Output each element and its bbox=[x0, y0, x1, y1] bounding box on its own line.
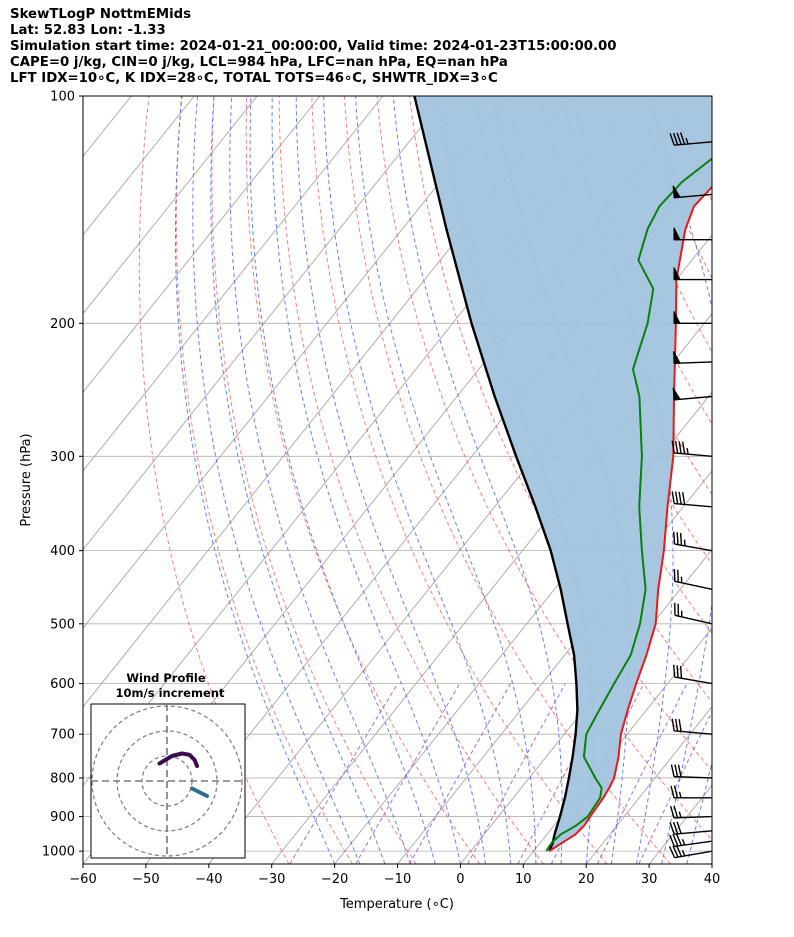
mixing-ratio-line bbox=[289, 683, 399, 864]
index-params-text: LFT IDX=10∘C, K IDX=28∘C, TOTAL TOTS=46∘… bbox=[10, 71, 498, 86]
wind-barb bbox=[671, 440, 713, 457]
wind-barb bbox=[668, 844, 713, 859]
moist-adiabat-line bbox=[249, 96, 436, 864]
wind-barb bbox=[671, 718, 713, 735]
y-tick-label: 800 bbox=[50, 771, 75, 786]
y-axis-label: Pressure (hPa) bbox=[19, 433, 34, 526]
wind-barb bbox=[673, 227, 712, 241]
isotherm-line bbox=[83, 96, 321, 393]
wind-barb bbox=[669, 805, 713, 819]
time-text: Simulation start time: 2024-01-21_00:00:… bbox=[10, 39, 617, 54]
y-tick-label: 700 bbox=[50, 728, 75, 743]
y-tick-label: 200 bbox=[50, 317, 75, 332]
moist-adiabat-line bbox=[392, 96, 563, 864]
dry-adiabat-line bbox=[311, 96, 608, 864]
dry-adiabat-line bbox=[138, 96, 290, 864]
mixing-ratio-line bbox=[638, 710, 712, 864]
x-tick-label: −40 bbox=[195, 872, 222, 887]
isotherm-line bbox=[83, 96, 384, 472]
y-tick-label: 500 bbox=[50, 617, 75, 632]
isotherm-line bbox=[208, 234, 712, 864]
wind-barb bbox=[669, 833, 713, 848]
convective-params-text: CAPE=0 j/kg, CIN=0 j/kg, LCL=984 hPa, LF… bbox=[10, 55, 508, 70]
dry-adiabat-line bbox=[278, 96, 544, 864]
wind-barb bbox=[669, 132, 713, 146]
dry-adiabat-line bbox=[343, 96, 671, 864]
moist-adiabat-line bbox=[271, 96, 461, 864]
x-tick-label: 40 bbox=[704, 872, 721, 887]
x-tick-label: 20 bbox=[578, 872, 595, 887]
wind-barb bbox=[672, 387, 713, 401]
isotherm-line bbox=[460, 548, 712, 864]
x-axis-label: Temperature (∘C) bbox=[339, 897, 454, 912]
isotherm-line bbox=[585, 706, 712, 864]
isotherm-line bbox=[83, 96, 258, 315]
wind-barb bbox=[671, 491, 713, 508]
dry-adiabat-line bbox=[735, 96, 794, 864]
mixing-ratio-line bbox=[517, 683, 613, 864]
dry-adiabat-line bbox=[211, 96, 417, 864]
x-tick-label: 10 bbox=[515, 872, 532, 887]
mixing-ratio-line bbox=[355, 683, 461, 864]
x-tick-label: −10 bbox=[384, 872, 411, 887]
wind-barb bbox=[673, 664, 713, 685]
dry-adiabat-line bbox=[245, 96, 481, 864]
isotherm-line bbox=[83, 96, 447, 551]
mixing-ratio-line bbox=[596, 683, 688, 864]
cin-cape-shading bbox=[414, 96, 712, 852]
x-tick-label: −20 bbox=[321, 872, 348, 887]
y-tick-label: 100 bbox=[50, 90, 75, 105]
x-tick-label: −60 bbox=[69, 872, 96, 887]
moist-adiabat-line bbox=[711, 862, 712, 864]
x-tick-label: −50 bbox=[132, 872, 159, 887]
x-tick-label: 30 bbox=[641, 872, 658, 887]
hodograph-trace bbox=[157, 751, 199, 768]
y-tick-label: 600 bbox=[50, 677, 75, 692]
wind-barb bbox=[674, 602, 713, 625]
x-tick-label: 0 bbox=[456, 872, 464, 887]
chart-title: SkewTLogP NottmEMids bbox=[10, 7, 192, 22]
dry-adiabat-line bbox=[175, 96, 353, 864]
mixing-ratio-line bbox=[467, 683, 566, 864]
wind-barb bbox=[670, 785, 712, 799]
moist-adiabat-line bbox=[229, 96, 411, 864]
isotherm-line bbox=[397, 470, 712, 864]
wind-barb bbox=[673, 568, 713, 590]
chart-header: SkewTLogP NottmEMids Lat: 52.83 Lon: -1.… bbox=[10, 7, 617, 87]
y-tick-label: 400 bbox=[50, 544, 75, 559]
hodograph-trace bbox=[190, 786, 209, 798]
y-tick-label: 300 bbox=[50, 450, 75, 465]
dewpoint-profile-line bbox=[545, 157, 712, 852]
y-tick-label: 900 bbox=[50, 810, 75, 825]
wind-barb bbox=[670, 764, 713, 779]
parcel-profile-line bbox=[413, 96, 579, 852]
moist-adiabat-line bbox=[295, 96, 487, 864]
wind-barb bbox=[673, 351, 713, 364]
location-text: Lat: 52.83 Lon: -1.33 bbox=[10, 23, 166, 38]
wind-barb bbox=[673, 267, 712, 281]
moist-adiabat-line bbox=[210, 96, 386, 864]
inset-subtitle: 10m/s increment bbox=[116, 686, 225, 700]
wind-barb bbox=[673, 531, 713, 552]
dry-adiabat-line bbox=[702, 96, 712, 122]
wind-barb bbox=[672, 185, 713, 199]
wind-barb bbox=[669, 821, 713, 835]
dry-adiabat-line bbox=[768, 96, 794, 864]
isotherm-line bbox=[83, 96, 195, 236]
isotherm-line bbox=[775, 96, 794, 864]
inset-title: Wind Profile bbox=[126, 671, 206, 685]
moist-adiabat-line bbox=[175, 96, 336, 864]
wind-barb bbox=[673, 311, 712, 325]
moist-adiabat-line bbox=[355, 96, 537, 864]
mixing-ratio-line bbox=[409, 683, 512, 864]
y-tick-label: 1000 bbox=[42, 845, 75, 860]
hodograph-area bbox=[91, 704, 245, 858]
moist-adiabat-line bbox=[192, 96, 361, 864]
isotherm-line bbox=[83, 96, 510, 629]
isotherm-line bbox=[0, 96, 68, 864]
isotherm-line bbox=[711, 863, 712, 864]
temperature-profile-line bbox=[548, 185, 712, 852]
x-tick-label: −30 bbox=[258, 872, 285, 887]
